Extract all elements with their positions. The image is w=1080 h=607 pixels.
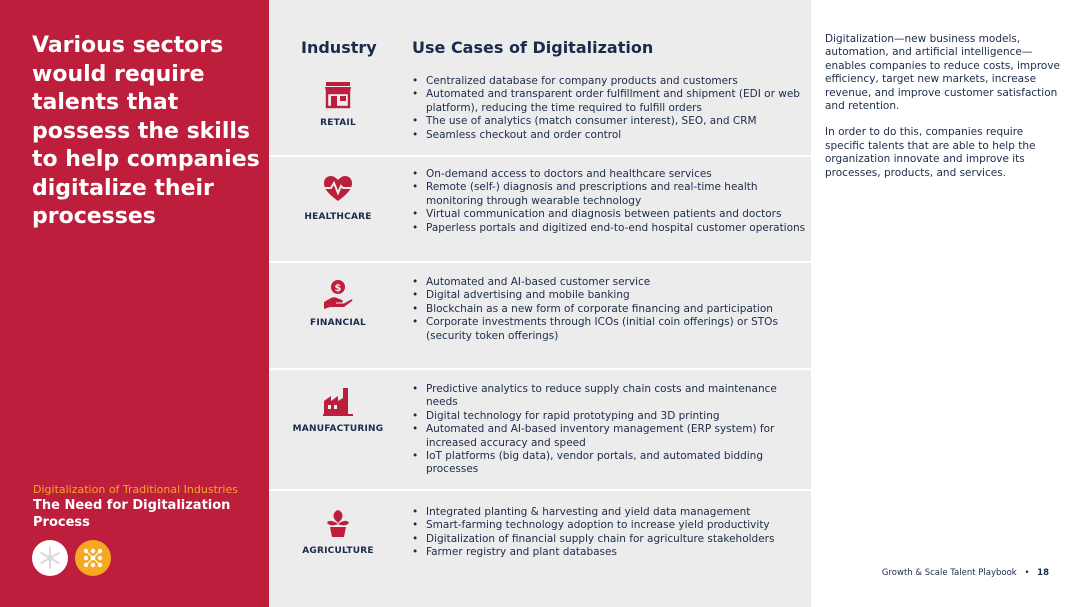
list-item: Smart-farming technology adoption to inc… [412,519,807,533]
left-panel: Various sectors would require talents th… [0,0,269,607]
right-panel: Digitalization—new business models, auto… [811,0,1080,607]
partner-logo-orange [75,540,111,576]
network-logo-icon [83,548,103,568]
list-item: On-demand access to doctors and healthca… [412,168,807,182]
footer-separator: • [1024,568,1030,578]
page-number: 18 [1037,568,1049,578]
footer-doc-title: Growth & Scale Talent Playbook [881,568,1017,578]
list-item: Digitalization of financial supply chain… [412,533,807,547]
section-label: Digitalization of Traditional Industries [33,483,238,496]
store-icon [325,82,351,109]
industry-cell-healthcare: HEALTHCARE [283,172,393,222]
list-item: IoT platforms (big data), vendor portals… [412,450,807,477]
list-item: Digital technology for rapid prototyping… [412,410,807,424]
list-item: Virtual communication and diagnosis betw… [412,208,807,222]
use-case-list-manufacturing: Predictive analytics to reduce supply ch… [412,383,807,477]
use-case-list-retail: Centralized database for company product… [412,75,807,142]
list-item: Automated and transparent order fulfillm… [412,88,807,115]
heartbeat-icon [322,176,354,201]
column-header-industry: Industry [301,38,377,57]
industry-label: MANUFACTURING [292,424,384,434]
list-item: Seamless checkout and order control [412,129,807,143]
row-divider [269,155,811,157]
use-cases-table: Industry Use Cases of Digitalization RET… [269,0,811,607]
section-title: The Need for Digitalization Process [33,498,231,530]
hand-money-icon: $ [324,280,353,309]
side-paragraph-1: Digitalization—new business models, auto… [825,33,1061,113]
snowflake-logo-icon [40,547,60,569]
industry-label: FINANCIAL [310,318,366,328]
industry-cell-agriculture: AGRICULTURE [283,506,393,556]
list-item: Blockchain as a new form of corporate fi… [412,303,807,317]
side-description: Digitalization—new business models, auto… [825,33,1060,193]
column-header-use-cases: Use Cases of Digitalization [412,38,654,57]
list-item: Paperless portals and digitized end-to-e… [412,222,807,236]
industry-cell-financial: $ FINANCIAL [283,278,393,328]
list-item: Automated and AI-based inventory managem… [412,423,807,450]
row-divider [269,368,811,370]
plant-icon [327,510,349,537]
industry-label: HEALTHCARE [304,212,372,222]
list-item: Digital advertising and mobile banking [412,289,807,303]
list-item: Automated and AI-based customer service [412,276,807,290]
list-item: Predictive analytics to reduce supply ch… [412,383,807,410]
page-footer: Growth & Scale Talent Playbook • 18 [882,568,1049,578]
use-case-list-financial: Automated and AI-based customer service … [412,276,807,343]
use-case-list-healthcare: On-demand access to doctors and healthca… [412,168,807,235]
list-item: Centralized database for company product… [412,75,807,89]
factory-icon [323,388,353,416]
row-divider [269,261,811,263]
svg-text:$: $ [335,283,342,294]
industry-label: RETAIL [320,118,356,128]
list-item: Corporate investments through ICOs (init… [412,316,807,343]
partner-logo-white [32,540,68,576]
list-item: The use of analytics (match consumer int… [412,115,807,129]
industry-cell-manufacturing: MANUFACTURING [283,384,393,434]
industry-label: AGRICULTURE [302,546,374,556]
side-paragraph-2: In order to do this, companies require s… [825,126,1036,179]
page-headline: Various sectors would require talents th… [32,33,260,229]
row-divider [269,489,811,491]
list-item: Remote (self-) diagnosis and prescriptio… [412,181,807,208]
list-item: Farmer registry and plant databases [412,546,807,560]
list-item: Integrated planting & harvesting and yie… [412,506,807,520]
use-case-list-agriculture: Integrated planting & harvesting and yie… [412,506,807,560]
industry-cell-retail: RETAIL [283,78,393,128]
